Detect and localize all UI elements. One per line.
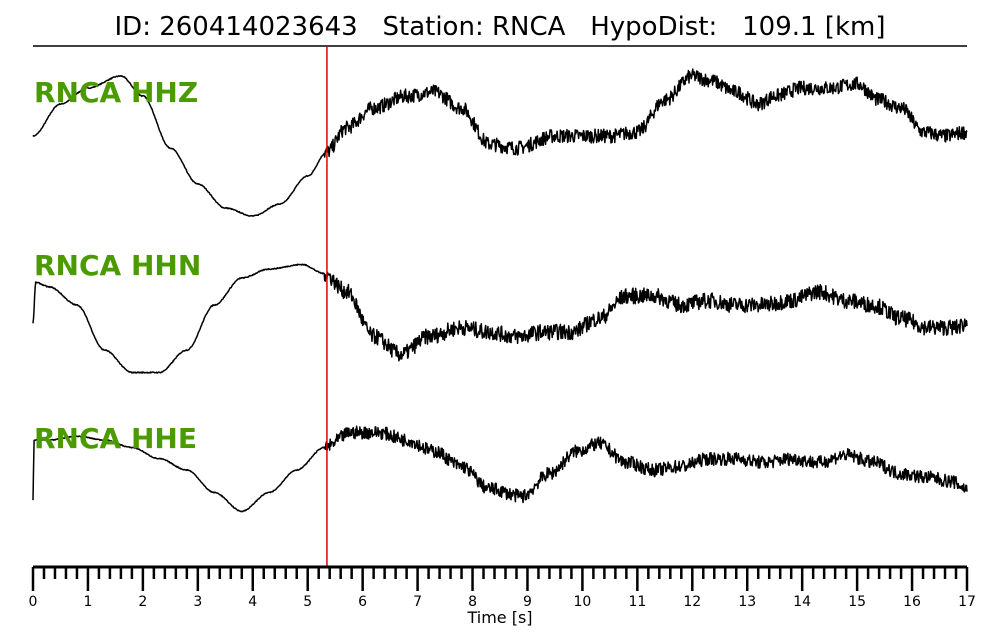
trace-line-2 [32, 263, 968, 374]
x-tick-label: 8 [468, 594, 477, 610]
trace-line-1 [32, 68, 968, 217]
trace-label-2: RNCA HHN [34, 249, 201, 282]
x-tick-label: 7 [413, 594, 422, 610]
x-tick-label: 9 [523, 594, 532, 610]
x-tick-label: 5 [303, 594, 312, 610]
x-tick-label: 1 [83, 594, 92, 610]
x-tick-label: 14 [793, 594, 811, 610]
traces-group [32, 68, 968, 513]
trace-labels-group: RNCA HHZ RNCA HHN RNCA HHE [34, 76, 201, 455]
x-tick-label: 15 [848, 594, 866, 610]
x-tick-label: 16 [903, 594, 921, 610]
x-tick-label: 10 [573, 594, 591, 610]
plot-title: ID: 260414023643 Station: RNCA HypoDist:… [115, 12, 886, 42]
x-tick-label: 17 [958, 594, 976, 610]
x-tick-label: 2 [138, 594, 147, 610]
x-tick-label: 3 [193, 594, 202, 610]
x-axis-label: Time [s] [466, 608, 532, 627]
time-axis: 0 1 2 3 4 5 6 7 8 9 10 11 12 13 14 15 16 17 [29, 565, 976, 610]
trace-label-3: RNCA HHE [34, 422, 197, 455]
x-tick-label: 6 [358, 594, 367, 610]
trace-label-1: RNCA HHZ [34, 76, 198, 109]
x-tick-label: 0 [29, 594, 38, 610]
x-tick-label: 13 [738, 594, 756, 610]
x-tick-label: 11 [628, 594, 646, 610]
x-tick-label: 4 [248, 594, 257, 610]
x-tick-label: 12 [683, 594, 701, 610]
trace-line-3 [32, 425, 968, 513]
